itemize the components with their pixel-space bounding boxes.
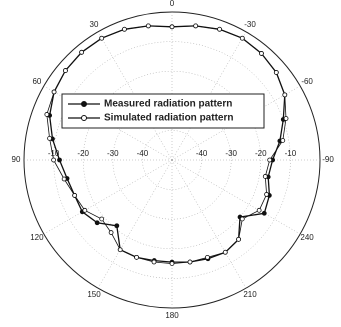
r-tick-label: -30 [107,149,119,158]
angle-label: 150 [87,290,101,299]
data-point [261,210,267,216]
r-tick-label: -10 [48,149,60,158]
data-point [273,70,279,75]
data-point [239,216,245,222]
r-tick-label: -20 [255,149,267,158]
grid-ring [53,41,291,279]
grid-spoke [171,159,301,235]
data-point [79,49,85,55]
angle-label: 120 [30,233,44,242]
data-point [259,51,264,56]
legend-label: Measured radiation pattern [104,99,232,110]
r-tick-label: -20 [77,149,89,158]
data-point [108,230,114,235]
data-point [217,26,222,32]
data-point [193,23,199,29]
data-point [239,35,245,41]
data-point [151,259,157,265]
data-point [169,24,175,30]
data-point [264,192,269,197]
grid-spoke [97,159,173,289]
r-tick-label: -40 [137,149,149,158]
data-point [99,216,105,222]
data-point [51,89,57,95]
data-point [47,136,52,141]
angle-label: -60 [301,77,313,86]
legend-marker [81,101,87,107]
r-tick-label: -40 [196,149,208,158]
data-point [283,116,289,121]
grid-spoke [97,31,173,161]
angle-label: 60 [32,77,41,86]
data-point [222,249,228,255]
data-point [236,236,241,242]
grid-ring [142,130,202,190]
angle-label: 90 [12,155,21,164]
data-point [51,157,56,163]
angle-label: -90 [322,155,334,164]
data-point [114,223,120,229]
data-point [145,23,151,29]
angle-label: 0 [170,0,175,8]
data-point [72,193,78,198]
data-point [94,220,100,226]
data-point [57,157,62,163]
grid-ring [112,100,232,220]
data-point [187,259,193,265]
data-point [44,112,50,117]
data-point [256,207,262,213]
grid-spoke [171,159,247,289]
grid-spoke [43,159,173,235]
data-point [63,68,68,73]
data-point [117,247,123,253]
grid-ring [82,70,262,250]
angle-label: 210 [243,290,257,299]
data-point [262,174,268,179]
data-point [99,35,105,41]
legend-marker [81,115,87,121]
data-point [134,254,139,260]
data-point [82,207,88,213]
angle-label: 180 [165,311,179,320]
legend: Measured radiation pattern Simulated radi… [61,93,265,129]
r-tick-label: -30 [225,149,237,158]
legend-box [61,93,265,129]
angle-label: -30 [244,20,256,29]
angle-label: 30 [90,20,99,29]
data-point [205,254,210,260]
data-point [61,176,67,182]
grid-spoke [171,31,247,161]
data-point [122,26,127,32]
data-point [267,157,273,163]
data-point [282,92,288,98]
series-line [46,25,287,265]
angle-label: 240 [300,233,314,242]
grid-spoke [171,85,301,161]
legend-label: Simulated radiation pattern [104,113,233,124]
data-point [169,261,175,267]
data-point [280,138,286,143]
r-tick-label: -10 [285,149,297,158]
